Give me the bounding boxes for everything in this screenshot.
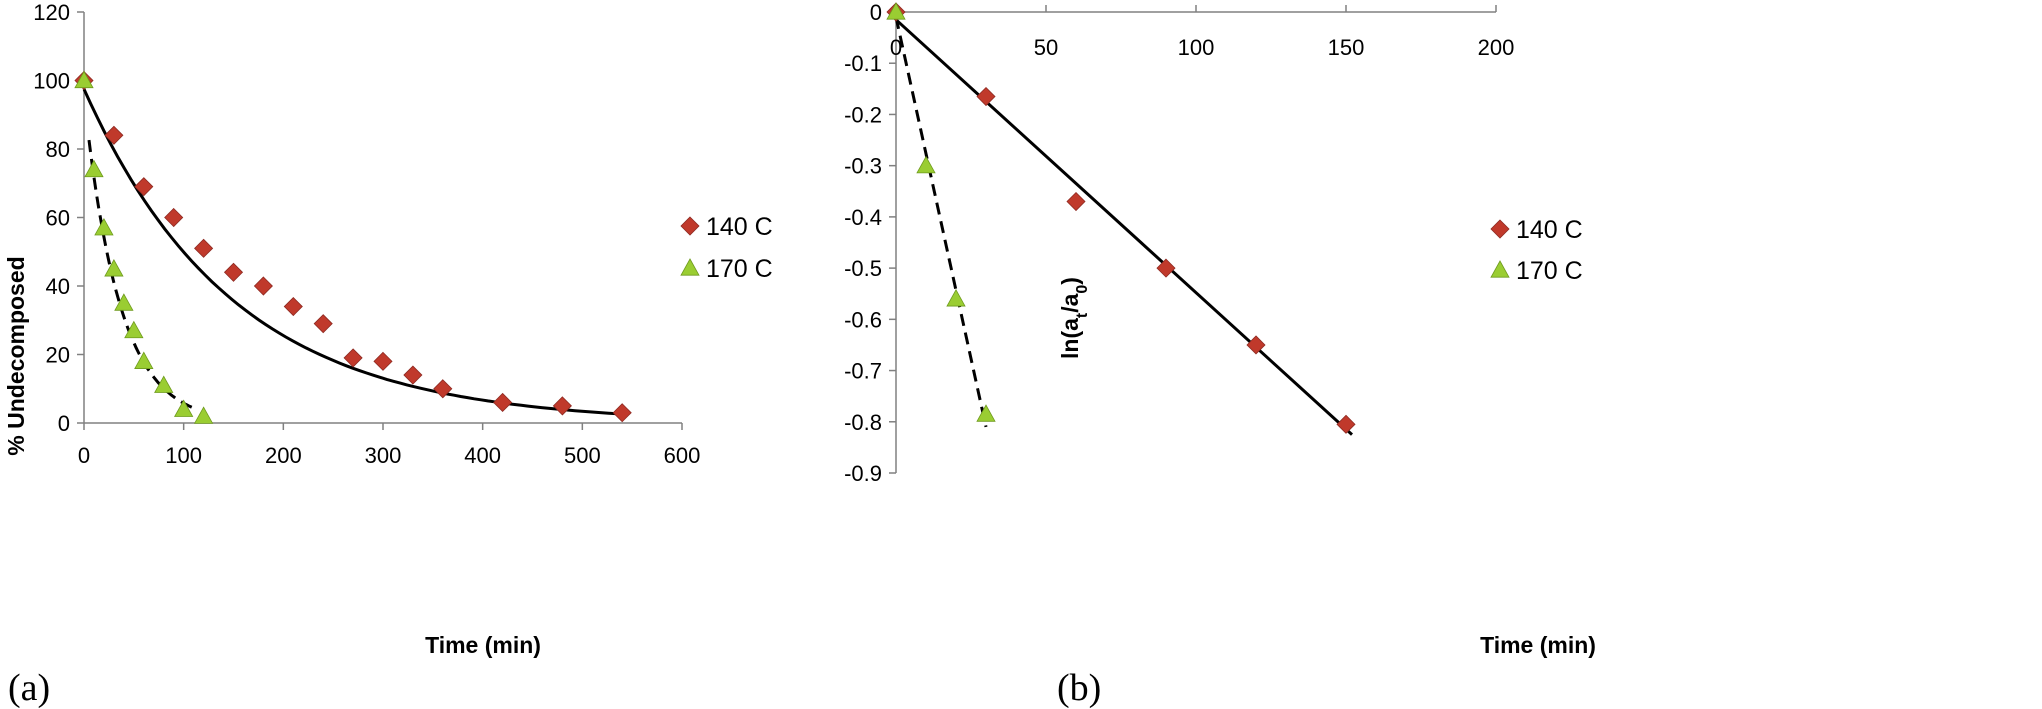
triangle-data-point [104,259,124,277]
y-axis-title-b-main: ln(a [1057,318,1083,359]
diamond-data-point [223,262,244,282]
solid-fit-line [894,18,1354,436]
y-tick-label: 0 [58,411,70,436]
diamond-data-point [1156,258,1176,278]
triangle-data-point [193,406,214,424]
triangle-data-point [124,320,144,339]
diamond-data-point [134,177,154,197]
diamond-data-point [403,365,423,385]
panel-label-b: (b) [1057,667,1101,709]
legend-label-2: 170 C [1516,257,1583,285]
diamond-data-point [253,276,273,296]
data-points-a [74,70,632,424]
x-tick-label: 300 [365,443,402,468]
x-tick-label: 0 [78,443,90,468]
y-tick-label: -0.7 [844,359,882,384]
tick-labels-a: 0 20 40 60 80 100 120 0 100 200 300 400 500 600 [33,0,700,468]
legend-label-1: 140 C [1516,216,1583,244]
chart-panel-b: 0 -0.1 -0.2 -0.3 -0.4 -0.5 -0.6 -0.7 -0.8 -0.9 0 50… [844,0,1596,709]
y-tick-label: 60 [46,206,70,231]
tick-labels-b: 0 -0.1 -0.2 -0.3 -0.4 -0.5 -0.6 -0.7 -0.8 -0.9 0 50… [844,0,1514,486]
triangle-data-point [976,404,996,422]
diamond-data-point [313,314,333,334]
triangle-data-point [94,217,114,236]
fit-lines-a [82,88,623,416]
y-axis-title-b-sub2: 0 [1074,285,1091,294]
y-tick-label: 0 [870,0,882,25]
diamond-data-point [343,348,363,368]
y-axis-title-b-mid: /a [1057,293,1083,312]
fit-lines-b [894,16,1354,436]
dashed-fit-line [894,16,988,428]
y-tick-label: 20 [46,343,70,368]
x-tick-label: 50 [1034,35,1058,60]
diamond-data-point [493,392,513,413]
diamond-data-point [1336,414,1356,434]
triangle-data-point [134,351,154,369]
x-tick-label: 100 [165,443,202,468]
legend-marker-1 [1490,219,1510,239]
y-axis-title-b: ln(at/a0) [1057,277,1091,359]
x-tick-label: 400 [464,443,501,468]
legend-b: 140 C 170 C [1490,216,1583,285]
legend-marker-2 [1490,260,1510,278]
diamond-data-point [373,351,393,371]
x-tick-label: 200 [265,443,302,468]
y-tick-label: 120 [33,0,70,25]
x-tick-label: 600 [664,443,701,468]
y-tick-label: 80 [46,137,70,162]
x-tick-label: 0 [890,35,902,60]
chart-panel-a: 0 20 40 60 80 100 120 0 100 200 300 400 500 600 Time … [3,0,773,709]
y-tick-label: -0.6 [844,307,882,332]
triangle-data-point [84,159,104,178]
diamond-data-point [1246,335,1266,355]
triangle-data-point [154,375,174,393]
legend-marker-1 [680,216,700,236]
x-tick-label: 500 [564,443,601,468]
y-tick-label: -0.1 [844,51,882,76]
diamond-data-point [194,238,214,258]
triangle-data-point [916,155,936,174]
y-tick-label: -0.3 [844,154,882,179]
diamond-data-point [104,125,124,145]
triangle-data-point [74,70,94,89]
diamond-data-point [283,296,303,317]
triangle-data-point [173,399,194,417]
panel-label-a: (a) [8,667,50,709]
diamond-data-point [612,403,632,423]
y-axis-title-a: % Undecomposed [3,256,29,455]
solid-fit-line [82,88,623,416]
diamond-data-point [552,396,572,416]
triangle-data-point [114,293,134,311]
y-tick-label: 40 [46,274,70,299]
y-axis-title-b-sub1: t [1074,312,1091,318]
y-tick-label: -0.8 [844,410,882,435]
y-tick-label: 100 [33,69,70,94]
y-tick-label: -0.4 [844,205,882,230]
legend-a: 140 C 170 C [680,213,773,283]
triangle-data-point [946,289,966,307]
y-tick-label: -0.9 [844,461,882,486]
x-tick-label: 200 [1478,35,1515,60]
x-axis-title-b: Time (min) [1480,632,1596,658]
diamond-data-point [1066,191,1086,212]
x-tick-label: 150 [1328,35,1365,60]
triangle-data-point [886,2,906,20]
y-tick-label: -0.5 [844,256,882,281]
diamond-data-point [164,207,184,228]
axes-b [889,5,1497,474]
legend-label-1: 140 C [706,213,773,241]
y-axis-title-b-end: ) [1057,277,1083,285]
diamond-data-point [976,86,996,107]
legend-label-2: 170 C [706,255,773,283]
x-axis-title-a: Time (min) [425,632,541,658]
legend-marker-2 [680,258,700,276]
data-points-b [886,2,1356,434]
y-tick-label: -0.2 [844,102,882,127]
diamond-data-point [433,379,453,399]
x-tick-label: 100 [1178,35,1215,60]
